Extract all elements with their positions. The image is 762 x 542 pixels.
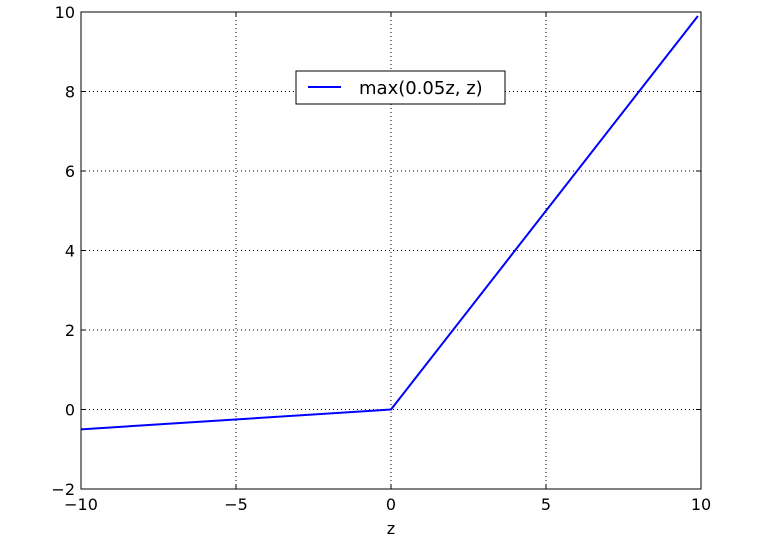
x-tick-label: 5 bbox=[541, 495, 551, 514]
y-tick-label: 4 bbox=[65, 242, 75, 261]
x-axis-label: z bbox=[387, 519, 395, 538]
axis-ticks bbox=[80, 11, 702, 490]
x-tick-label: −5 bbox=[224, 495, 248, 514]
x-tick-label: 10 bbox=[691, 495, 711, 514]
axis-tick-labels: −10 −5 0 5 10 −2 0 2 4 6 8 10 bbox=[51, 3, 711, 514]
x-tick-label: 0 bbox=[386, 495, 396, 514]
y-tick-label: −2 bbox=[51, 480, 75, 499]
y-tick-label: 10 bbox=[55, 3, 75, 22]
series-lines bbox=[80, 15, 699, 431]
y-tick-label: 2 bbox=[65, 321, 75, 340]
y-tick-label: 0 bbox=[65, 401, 75, 420]
legend: max(0.05z, z) bbox=[295, 70, 506, 105]
y-tick-label: 8 bbox=[65, 83, 75, 102]
series-line bbox=[80, 15, 699, 431]
x-tick-label: −10 bbox=[64, 495, 98, 514]
legend-label: max(0.05z, z) bbox=[359, 78, 483, 99]
y-tick-label: 6 bbox=[65, 162, 75, 181]
